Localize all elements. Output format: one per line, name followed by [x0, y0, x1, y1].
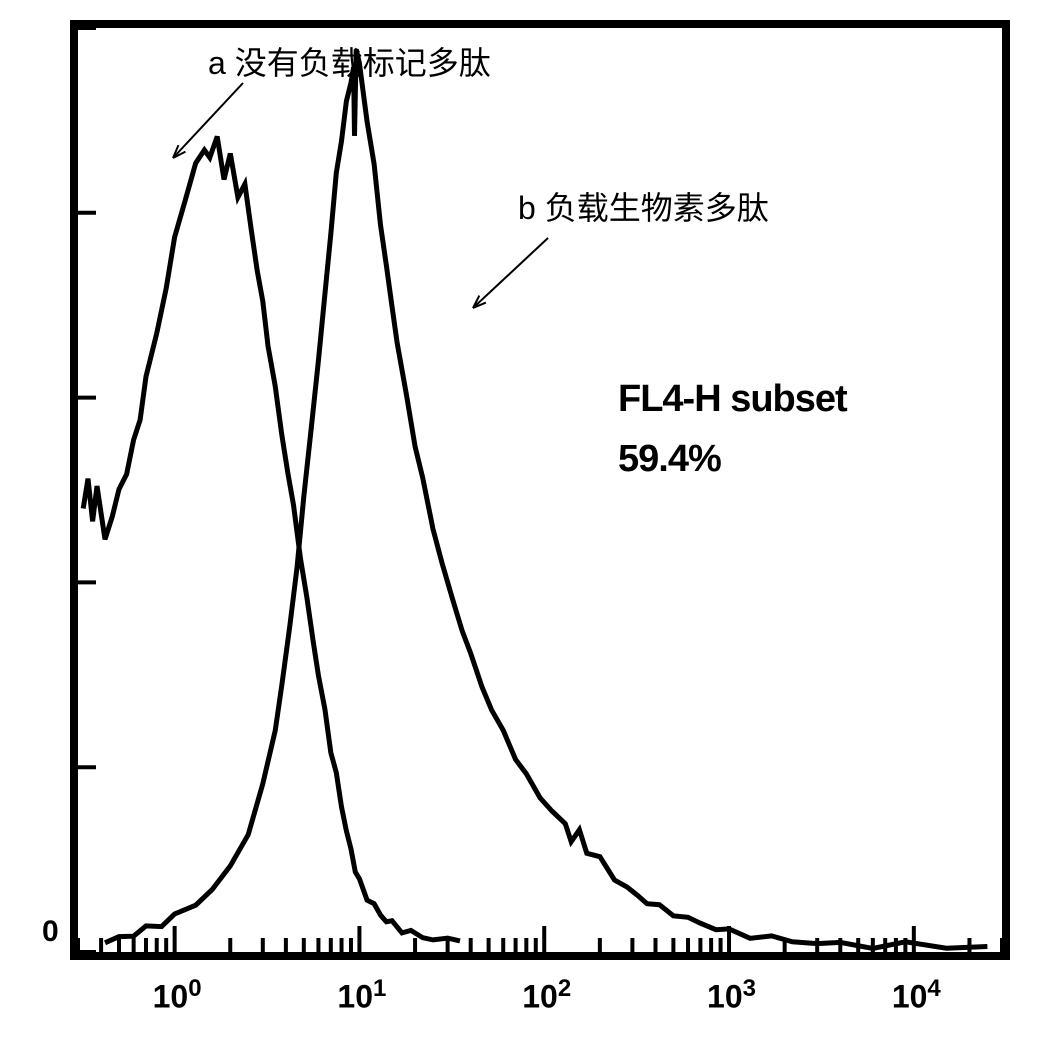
histogram-svg	[78, 28, 1002, 952]
plot-area: a 没有负载标记多肽 b 负载生物素多肽 FL4-H subset 59.4%	[70, 20, 1010, 960]
subset-label: FL4-H subset	[618, 378, 847, 421]
x-tick-label: 104	[892, 975, 941, 1016]
chart-container: a 没有负载标记多肽 b 负载生物素多肽 FL4-H subset 59.4% …	[30, 20, 1030, 1040]
series-a-label: a 没有负载标记多肽	[208, 38, 491, 84]
x-tick-label: 100	[153, 975, 202, 1016]
subset-value: 59.4%	[618, 438, 721, 481]
series-b-label: b 负载生物素多肽	[518, 183, 769, 229]
x-tick-label: 101	[337, 975, 386, 1016]
y-axis-zero: 0	[42, 915, 59, 949]
series-a-path	[83, 137, 460, 941]
x-tick-label: 103	[707, 975, 756, 1016]
x-tick-label: 102	[522, 975, 571, 1016]
